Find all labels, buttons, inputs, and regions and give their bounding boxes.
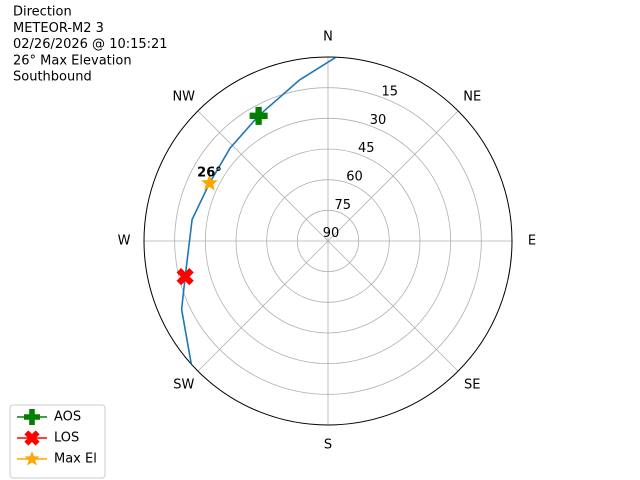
direction-label: NE bbox=[463, 89, 481, 104]
r-tick-label: 45 bbox=[358, 141, 375, 156]
direction-label: NW bbox=[172, 89, 195, 104]
marker-x bbox=[176, 268, 194, 286]
info-line: 26° Max Elevation bbox=[13, 53, 132, 68]
info-line: Direction bbox=[13, 5, 72, 20]
max-el-label: 26° bbox=[197, 166, 222, 181]
info-line: 02/26/2026 @ 10:15:21 bbox=[13, 37, 168, 52]
ring bbox=[266, 179, 390, 303]
r-tick-label: 30 bbox=[370, 113, 387, 128]
legend-label: Max El bbox=[54, 452, 97, 467]
direction-label: E bbox=[528, 234, 536, 249]
direction-label: SE bbox=[464, 378, 480, 393]
r-tick-label: 90 bbox=[323, 226, 340, 241]
legend-marker bbox=[24, 409, 40, 426]
direction-label: N bbox=[323, 30, 333, 45]
ring bbox=[174, 87, 482, 395]
pass-path bbox=[180, 57, 337, 365]
legend-label: LOS bbox=[54, 431, 79, 446]
legend-label: AOS bbox=[54, 410, 81, 425]
info-line: METEOR-M2 3 bbox=[13, 21, 104, 36]
r-tick-label: 75 bbox=[335, 198, 352, 213]
direction-label: W bbox=[118, 234, 131, 249]
outer-ring bbox=[143, 56, 513, 426]
legend-marker bbox=[24, 451, 40, 466]
ring bbox=[235, 148, 421, 334]
direction-label: S bbox=[324, 438, 332, 453]
marker-plus bbox=[249, 106, 268, 125]
direction-label: SW bbox=[173, 378, 194, 393]
ring bbox=[296, 209, 360, 273]
info-line: Southbound bbox=[13, 70, 92, 85]
marker-star bbox=[200, 174, 218, 191]
legend-marker bbox=[24, 430, 40, 446]
r-tick-label: 60 bbox=[346, 169, 363, 184]
ring bbox=[204, 117, 452, 365]
r-tick-label: 15 bbox=[381, 84, 398, 99]
